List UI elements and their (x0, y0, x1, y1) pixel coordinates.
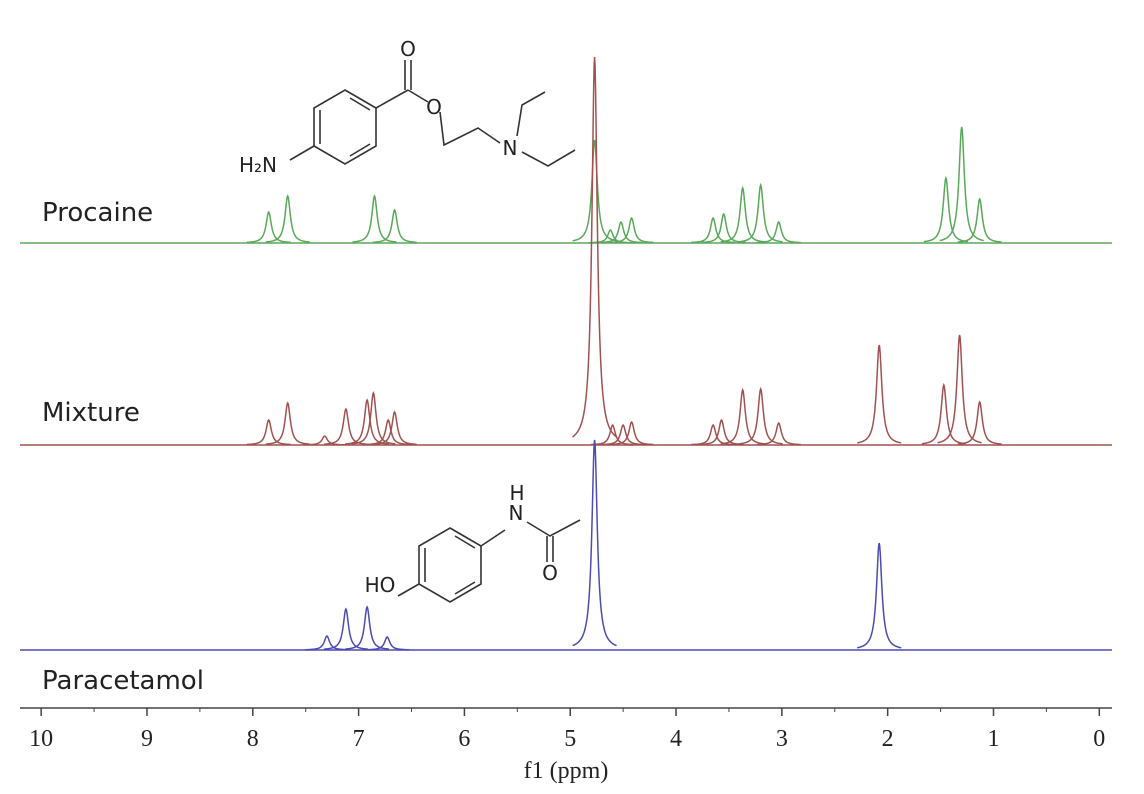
x-tick-label: 4 (670, 726, 682, 752)
peak (352, 194, 397, 243)
bonds (397, 519, 581, 597)
atom: N (509, 501, 524, 525)
ring-bonds (424, 535, 476, 595)
atom: O (542, 561, 558, 585)
atom: HO (365, 573, 396, 597)
atom: H (509, 481, 524, 505)
peak (372, 208, 417, 244)
peak (323, 407, 369, 446)
peak (365, 636, 410, 651)
peak (572, 439, 617, 647)
peak (738, 386, 783, 445)
peak (857, 344, 902, 444)
x-tick-label: 9 (141, 726, 153, 752)
peak (265, 194, 310, 243)
peak (691, 216, 736, 244)
ring (313, 89, 377, 165)
peak (923, 175, 969, 243)
x-tick-label: 7 (353, 726, 365, 752)
peak (265, 401, 310, 445)
legend-label: Procaine (42, 198, 153, 228)
peak (609, 420, 654, 446)
x-axis-label: f1 (ppm) (524, 758, 609, 784)
peak (939, 126, 984, 242)
peak (691, 423, 736, 446)
atom: O (426, 95, 442, 119)
atom: N (503, 136, 518, 160)
x-tick-label: 2 (882, 726, 894, 752)
peak (590, 423, 635, 446)
peak (699, 418, 744, 446)
x-tick-label: 1 (987, 726, 999, 752)
x-tick-label: 8 (247, 726, 259, 752)
legend-label: Mixture (42, 398, 140, 428)
paracetamol-structure: H N O HO (365, 481, 581, 603)
peak (720, 185, 765, 243)
procaine-structure: O O N H₂N (239, 37, 576, 177)
peak (302, 435, 347, 446)
peak (304, 635, 349, 651)
peak (921, 382, 966, 445)
peak (756, 421, 801, 446)
bonds (289, 60, 576, 167)
peak (588, 229, 633, 244)
peak (572, 139, 617, 242)
x-tick-label: 6 (458, 726, 470, 752)
peak (323, 607, 369, 650)
peak (572, 56, 618, 438)
peak (701, 212, 746, 244)
peak (720, 387, 765, 445)
peak (345, 605, 390, 650)
x-tick-label: 10 (29, 726, 53, 752)
peak (372, 410, 417, 446)
x-tick-label: 3 (776, 726, 788, 752)
peak (609, 216, 654, 244)
x-tick-label: 5 (564, 726, 576, 752)
ring (418, 527, 482, 603)
peak (601, 423, 646, 446)
peak (351, 391, 396, 445)
peak (857, 542, 902, 649)
peak (957, 197, 1002, 243)
x-tick-label: 0 (1093, 726, 1105, 752)
peak (756, 220, 801, 244)
peak (738, 182, 783, 243)
peak (937, 334, 982, 444)
peak (246, 210, 291, 244)
peak (246, 418, 291, 446)
atom: O (400, 37, 416, 61)
ring-bonds (319, 97, 371, 157)
peak (598, 220, 644, 244)
peak (957, 400, 1002, 445)
legend-label: Paracetamol (42, 666, 204, 696)
atom: H₂N (239, 153, 277, 177)
